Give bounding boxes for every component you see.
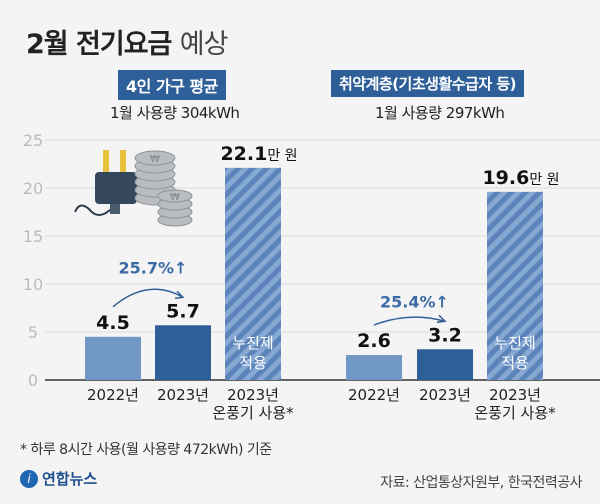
data-label: 2.6 xyxy=(357,330,391,352)
increase-arrow xyxy=(373,316,446,326)
increase-arrow xyxy=(112,288,184,308)
bar xyxy=(155,325,211,380)
arrowhead-icon xyxy=(436,314,447,324)
unit-label: 만 원 xyxy=(267,148,297,164)
title-main: 2월 전기요금 xyxy=(26,29,172,60)
x-tick-label: 2023년 xyxy=(419,386,471,404)
y-tick-label: 10 xyxy=(23,275,43,294)
logo: i 연합뉴스 xyxy=(20,468,97,489)
source: 자료: 산업통상자원부, 한국전력공사 xyxy=(380,475,582,491)
group-label-vulnerable: 취약계층(기초생활수급자 등) xyxy=(331,70,525,97)
increase-label: 25.7%↑ xyxy=(119,258,188,277)
x-tick-label: 온풍기 사용* xyxy=(212,404,294,422)
x-tick-label: 2023년 xyxy=(227,386,279,404)
y-tick-label: 25 xyxy=(23,131,43,150)
bar xyxy=(85,336,141,380)
progressive-rate-note: 누진제 xyxy=(232,334,273,352)
svg-text:₩: ₩ xyxy=(170,192,180,203)
data-label: 3.2 xyxy=(428,324,462,346)
footnote: * 하루 8시간 사용(월 사용량 472kWh) 기준 xyxy=(20,442,272,458)
arrowhead-icon xyxy=(174,290,185,300)
group-usage-vulnerable: 1월 사용량 297kWh xyxy=(375,104,505,122)
data-label: 22.1만 원 xyxy=(220,143,297,165)
logo-icon: i xyxy=(20,469,38,488)
progressive-rate-note: 적용 xyxy=(501,354,529,372)
y-tick-label: 5 xyxy=(28,323,38,342)
x-tick-label: 온풍기 사용* xyxy=(474,404,556,422)
title-light: 예상 xyxy=(179,29,229,60)
data-label: 5.7 xyxy=(166,300,200,322)
y-tick-label: 0 xyxy=(28,371,38,390)
logo-text: 연합뉴스 xyxy=(42,470,98,488)
data-label: 4.5 xyxy=(96,312,130,334)
svg-text:₩: ₩ xyxy=(150,154,160,165)
progressive-rate-note: 누진제 xyxy=(494,334,535,352)
x-tick-label: 2023년 xyxy=(489,386,541,404)
y-tick-label: 20 xyxy=(23,179,43,198)
x-tick-label: 2022년 xyxy=(87,386,139,404)
group-usage-household: 1월 사용량 304kWh xyxy=(110,104,240,122)
bar xyxy=(417,349,473,380)
plug-coins-illustration: ₩ ₩ xyxy=(74,150,193,227)
bar xyxy=(487,191,543,380)
group-label-household: 4인 가구 평균 xyxy=(118,70,226,100)
page-title: 2월 전기요금 예상 xyxy=(26,22,229,61)
progressive-rate-note: 적용 xyxy=(239,354,267,372)
bar xyxy=(346,355,402,380)
increase-label: 25.4%↑ xyxy=(380,292,449,311)
data-label: 19.6만 원 xyxy=(482,167,559,189)
unit-label: 만 원 xyxy=(529,172,559,188)
x-tick-label: 2022년 xyxy=(348,386,400,404)
x-tick-label: 2023년 xyxy=(157,386,209,404)
y-tick-label: 15 xyxy=(23,227,43,246)
bar xyxy=(225,167,281,380)
